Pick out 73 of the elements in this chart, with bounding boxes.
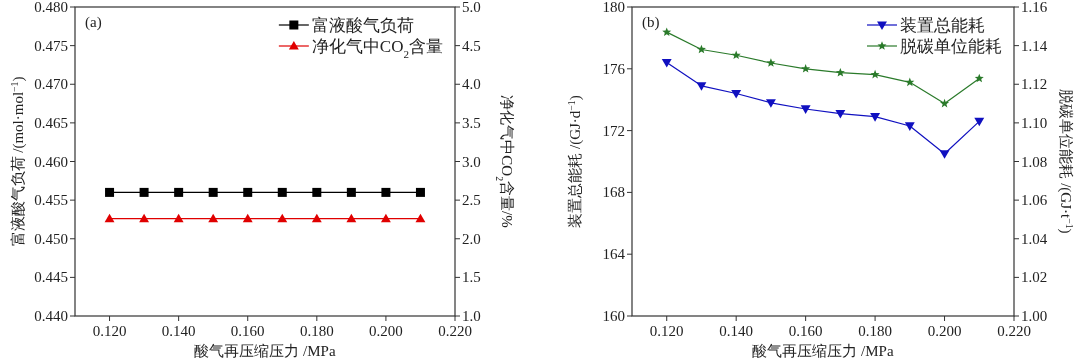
y-tick-label: 0.470: [34, 76, 68, 93]
y-tick-label: 0.460: [34, 153, 68, 170]
point: [696, 82, 707, 91]
y2-tick-label: 4.0: [462, 76, 481, 93]
y-tick-label: 160: [602, 308, 625, 324]
y2-tick-label: 1.16: [1021, 0, 1048, 15]
y-tick-label: 0.480: [34, 0, 68, 15]
x-tick-label: 0.220: [438, 323, 472, 339]
x-tick-label: 0.160: [788, 323, 823, 339]
x-tick-label: 0.120: [649, 323, 684, 339]
legend-label: 净化气中CO$_{2}$含量: [311, 37, 443, 60]
x-tick-label: 0.140: [161, 323, 196, 339]
y-tick-label: 180: [602, 0, 625, 15]
y2-tick-label: 1.5: [462, 269, 481, 286]
legend-label: 装置总能耗: [900, 16, 985, 35]
y2-tick-label: 3.0: [462, 153, 481, 170]
y2-tick-label: 4.5: [462, 37, 481, 54]
x-axis-title: 酸气再压缩压力 /MPa: [752, 343, 894, 359]
point: [974, 117, 985, 127]
y-tick-label: 176: [602, 60, 626, 77]
y2-tick-label: 1.06: [1021, 192, 1048, 209]
point: [835, 67, 845, 77]
y-tick-label: 164: [602, 246, 626, 263]
point: [731, 89, 742, 99]
point: [939, 150, 950, 159]
point: [870, 113, 881, 122]
point: [696, 44, 706, 54]
y-tick-label: 0.455: [34, 192, 68, 209]
y-tick-label: 0.445: [34, 269, 68, 286]
y2-tick-label: 1.12: [1021, 76, 1048, 93]
legend-label: 脱碳单位能耗: [900, 37, 1002, 56]
y-tick-label: 172: [602, 122, 625, 139]
y-tick-label: 0.440: [34, 308, 68, 324]
y2-tick-label: 2.5: [462, 192, 481, 209]
y-tick-label: 0.465: [34, 114, 68, 131]
point: [766, 58, 776, 67]
point: [662, 27, 672, 36]
point: [731, 50, 741, 60]
point: [870, 69, 880, 79]
point: [800, 105, 811, 114]
y2-tick-label: 5.0: [462, 0, 481, 15]
point: [974, 73, 984, 83]
point: [904, 122, 915, 131]
y-tick-label: 0.450: [34, 230, 68, 247]
y-tick-label: 0.475: [34, 37, 68, 54]
x-tick-label: 0.140: [719, 323, 754, 339]
point: [661, 59, 672, 68]
y2-tick-label: 1.00: [1021, 308, 1048, 324]
y2-tick-label: 1.04: [1021, 230, 1048, 247]
point: [801, 64, 811, 73]
x-tick-label: 0.160: [230, 323, 265, 339]
y-tick-label: 168: [602, 184, 625, 201]
y2-tick-label: 3.5: [462, 114, 481, 131]
point: [765, 99, 776, 108]
y2-tick-label: 1.02: [1021, 269, 1048, 286]
x-tick-label: 0.200: [369, 323, 403, 339]
x-axis-title: 酸气再压缩压力 /MPa: [194, 343, 336, 359]
x-tick-label: 0.200: [927, 323, 962, 339]
legend-label: 富液酸气负荷: [311, 16, 414, 35]
x-tick-label: 0.180: [299, 323, 334, 339]
x-tick-label: 0.180: [858, 323, 892, 339]
point: [835, 110, 846, 119]
point: [940, 98, 950, 108]
point: [905, 77, 915, 87]
x-tick-label: 0.120: [92, 323, 127, 339]
y2-tick-label: 1.0: [462, 308, 481, 324]
y2-tick-label: 2.0: [462, 230, 481, 247]
y2-tick-label: 1.10: [1021, 114, 1048, 131]
x-tick-label: 0.220: [997, 323, 1031, 339]
y2-tick-label: 1.08: [1021, 153, 1048, 170]
annotation: (a): [85, 14, 102, 31]
y2-tick-label: 1.14: [1021, 37, 1048, 54]
annotation: (b): [642, 14, 660, 31]
